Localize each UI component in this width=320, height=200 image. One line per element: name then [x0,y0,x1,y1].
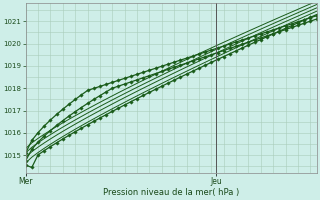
X-axis label: Pression niveau de la mer( hPa ): Pression niveau de la mer( hPa ) [103,188,239,197]
